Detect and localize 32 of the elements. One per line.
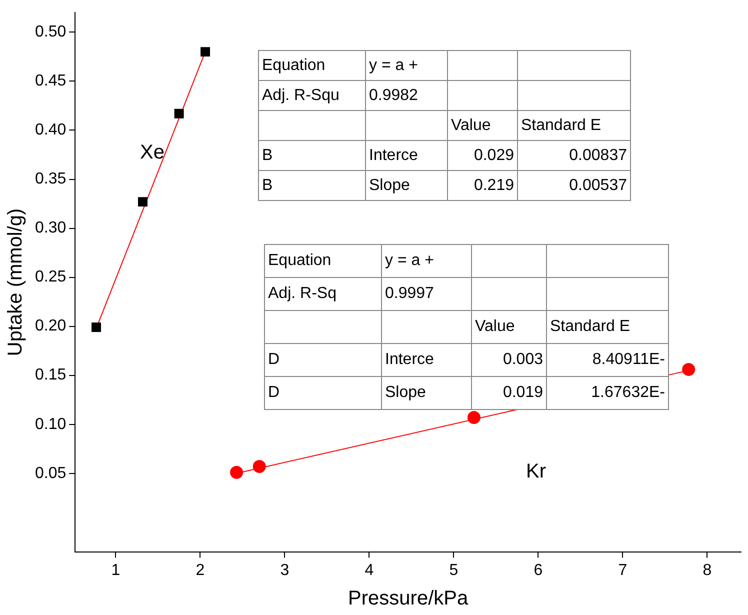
x-tick-label: 5 bbox=[449, 562, 458, 579]
point bbox=[682, 362, 696, 376]
x-tick-label: 3 bbox=[280, 562, 290, 579]
y-tick-label: 0.20 bbox=[35, 318, 66, 335]
point bbox=[174, 108, 184, 118]
x-tick-label: 1 bbox=[111, 562, 120, 579]
x-tick-label: 4 bbox=[364, 562, 374, 579]
x-tick-label: 6 bbox=[534, 562, 543, 579]
point bbox=[200, 47, 210, 57]
text: Equation y = a + Adj. R-Sq 0.9997 Value Standard E D Interce 0.003 8.40911E- D Slope 0.019 1.67632E- bbox=[268, 252, 665, 401]
point bbox=[92, 322, 102, 332]
annotation: Xe bbox=[140, 142, 164, 164]
x-axis-title: Pressure/kPa bbox=[348, 588, 469, 610]
point bbox=[230, 466, 244, 479]
x-tick-label: 7 bbox=[618, 562, 628, 579]
y-tick-label: 0.35 bbox=[35, 170, 66, 188]
y-tick-label: 0.30 bbox=[35, 220, 66, 237]
y-tick-label: 0.15 bbox=[35, 366, 66, 384]
annotation: Kr bbox=[526, 460, 546, 483]
y-tick-label: 0.50 bbox=[35, 24, 66, 41]
y-tick-label: 0.40 bbox=[35, 122, 66, 139]
y-tick-label: 0.10 bbox=[35, 416, 66, 433]
y-tick-label: 0.05 bbox=[35, 464, 66, 482]
y-axis-title: Uptake (mmol/g) bbox=[4, 208, 27, 356]
x-tick-label: 2 bbox=[196, 562, 205, 579]
x-tick-label: 8 bbox=[702, 562, 712, 579]
y-tick-label: 0.25 bbox=[35, 268, 66, 286]
y-tick-label: 0.45 bbox=[35, 72, 66, 90]
point bbox=[467, 410, 480, 424]
text: Equation y = a + Adj. R-Squ 0.9982 Value Standard E B Interce 0.029 0.00837 B Slope 0.219 0.00537 bbox=[262, 56, 627, 194]
point bbox=[252, 460, 266, 474]
point bbox=[138, 197, 148, 207]
